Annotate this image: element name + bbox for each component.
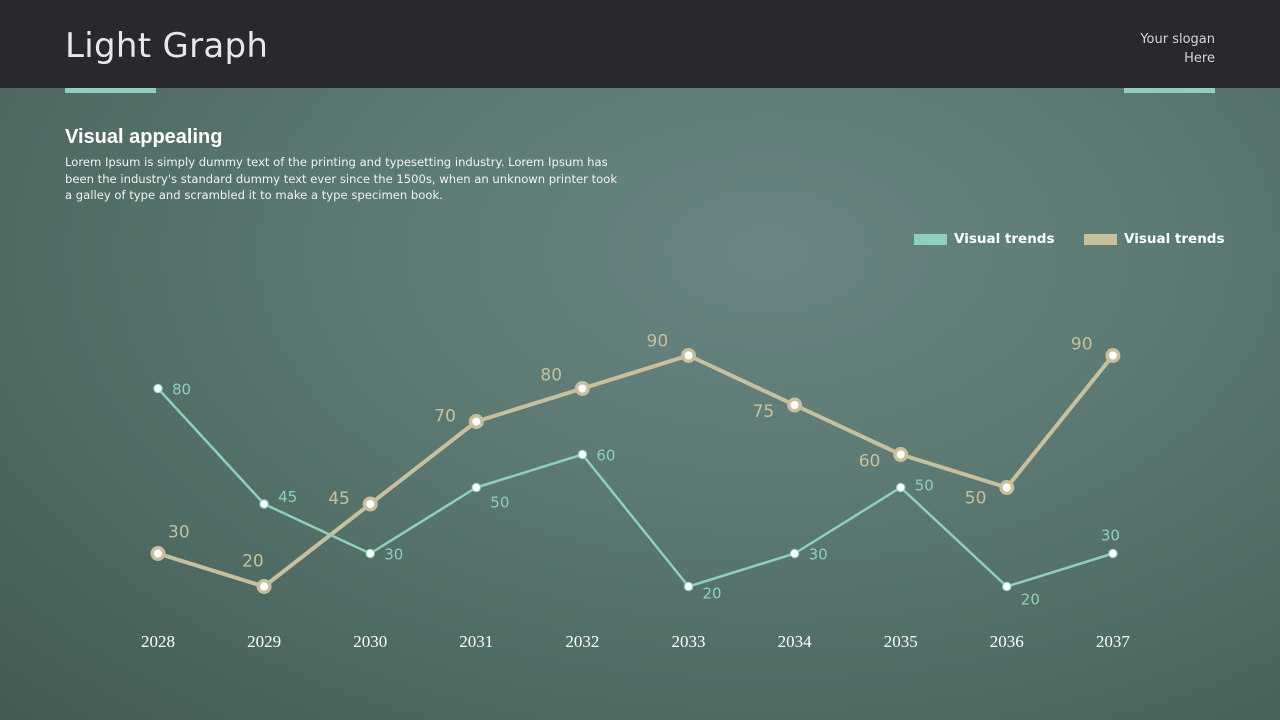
series-2-point bbox=[684, 351, 693, 360]
series-1-data-label: 60 bbox=[596, 447, 615, 465]
x-tick-label: 2032 bbox=[565, 632, 599, 651]
series-2-point bbox=[472, 417, 481, 426]
series-1-point bbox=[683, 581, 694, 592]
section-heading: Visual appealing bbox=[65, 126, 223, 148]
series-2-data-label: 20 bbox=[242, 552, 264, 572]
accent-bar-right bbox=[1124, 88, 1215, 93]
x-tick-label: 2028 bbox=[141, 632, 175, 651]
series-1-point bbox=[1002, 581, 1012, 592]
legend-swatch-series-1 bbox=[914, 234, 947, 245]
series-1-data-label: 50 bbox=[915, 477, 934, 495]
x-tick-label: 2033 bbox=[672, 632, 706, 651]
series-2-data-label: 50 bbox=[965, 489, 987, 509]
series-1-point bbox=[896, 482, 906, 493]
series-1-point bbox=[577, 449, 588, 460]
series-1-line bbox=[157, 387, 1114, 588]
series-1-point bbox=[1108, 548, 1118, 559]
series-2-data-label: 30 bbox=[168, 523, 190, 543]
series-2-point bbox=[154, 549, 162, 558]
series-2-point bbox=[790, 401, 799, 409]
series-1-data-label: 20 bbox=[703, 585, 722, 603]
series-2-data-label: 80 bbox=[540, 366, 562, 386]
series-1-data-label: 80 bbox=[172, 381, 191, 399]
body-paragraph: Lorem Ipsum is simply dummy text of the … bbox=[65, 155, 618, 202]
x-tick-label: 2035 bbox=[884, 632, 918, 651]
series-1-data-label: 30 bbox=[1101, 527, 1120, 545]
x-tick-label: 2037 bbox=[1096, 632, 1131, 651]
header-bar: Light Graph Your slogan Here bbox=[0, 0, 1280, 88]
series-1-data-label: 30 bbox=[384, 546, 403, 564]
series-2-point bbox=[1108, 351, 1117, 360]
x-tick-label: 2036 bbox=[990, 632, 1024, 651]
series-1-point bbox=[259, 499, 269, 509]
accent-bar-left bbox=[65, 88, 156, 93]
series-2-data-label: 90 bbox=[647, 332, 669, 352]
series-2-data-label: 75 bbox=[753, 402, 775, 422]
series-2-data-label: 60 bbox=[859, 452, 881, 472]
series-2-point bbox=[1002, 483, 1011, 492]
series-1-point bbox=[789, 548, 800, 559]
page-title: Light Graph bbox=[65, 26, 269, 66]
legend-label-series-1: Visual trends bbox=[954, 231, 1055, 247]
series-2-point bbox=[366, 500, 375, 508]
series-2-data-label: 70 bbox=[434, 407, 456, 427]
series-1-point bbox=[365, 548, 375, 559]
slogan-line-1: Your slogan bbox=[1140, 32, 1215, 47]
series-2-point bbox=[896, 450, 905, 459]
series-2-data-label: 90 bbox=[1071, 335, 1093, 355]
x-tick-label: 2030 bbox=[353, 632, 387, 651]
series-2-data-label: 45 bbox=[328, 489, 350, 509]
series-1-point bbox=[153, 383, 163, 394]
x-tick-label: 2031 bbox=[459, 632, 493, 651]
slogan: Your slogan Here bbox=[1015, 30, 1215, 68]
series-1-data-label: 20 bbox=[1021, 591, 1040, 609]
legend-label-series-2: Visual trends bbox=[1124, 231, 1225, 247]
series-1-data-label: 45 bbox=[278, 488, 297, 506]
series-2-line bbox=[157, 353, 1115, 589]
slogan-line-2: Here bbox=[1184, 51, 1215, 66]
series-1-data-label: 30 bbox=[809, 546, 828, 564]
series-2-point bbox=[260, 582, 269, 591]
x-tick-label: 2029 bbox=[247, 632, 281, 651]
series-2-point bbox=[578, 384, 587, 393]
series-1-point bbox=[471, 482, 481, 493]
series-1-data-label: 50 bbox=[490, 494, 509, 512]
legend-swatch-series-2 bbox=[1084, 234, 1117, 245]
x-tick-label: 2034 bbox=[778, 632, 813, 651]
